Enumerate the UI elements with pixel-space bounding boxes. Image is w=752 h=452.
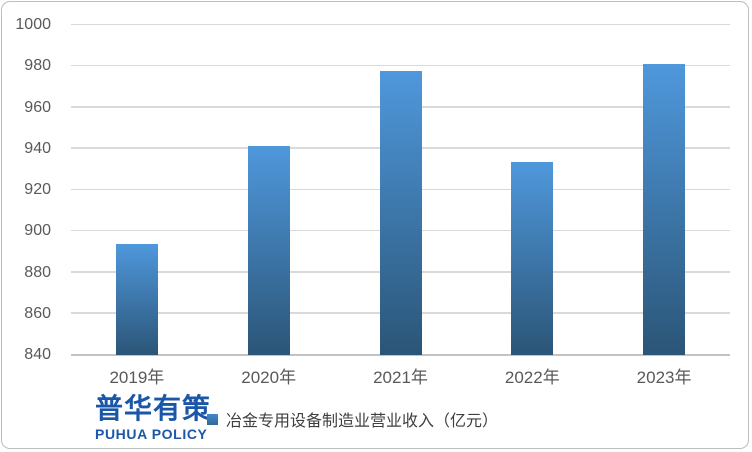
- y-tick-1000: 1000: [15, 16, 51, 33]
- logo-en-text: PUHUA POLICY: [95, 426, 208, 442]
- y-tick-880: 880: [24, 263, 51, 281]
- y-tick-920: 920: [24, 181, 51, 198]
- x-tick-2019年: 2019年: [109, 368, 165, 387]
- y-tick-900: 900: [24, 222, 51, 240]
- legend-label: 冶金专用设备制造业营业收入（亿元）: [226, 413, 499, 430]
- bar-2022年: [511, 161, 554, 355]
- x-tick-2020年: 2020年: [241, 368, 297, 387]
- legend-marker-icon: [207, 413, 218, 425]
- puhua-policy-logo: 普华有策 PUHUA POLICY: [95, 393, 212, 442]
- gridline-1000: [71, 23, 730, 25]
- x-tick-2021年: 2021年: [373, 368, 428, 387]
- y-tick-940: 940: [24, 139, 51, 157]
- y-tick-960: 960: [24, 98, 51, 116]
- bar-2019年: [115, 244, 158, 355]
- y-tick-840: 840: [24, 346, 51, 363]
- y-tick-980: 980: [24, 57, 51, 75]
- bar-2021年: [379, 70, 422, 355]
- gridline-980: [71, 64, 730, 67]
- x-tick-2022年: 2022年: [504, 368, 560, 387]
- logo-cn-text: 普华有策: [95, 393, 212, 424]
- legend: 冶金专用设备制造业营业收入（亿元）: [207, 406, 498, 432]
- x-tick-2023年: 2023年: [636, 368, 692, 387]
- x-axis: 2019年 2020年 2021年 2022年 2023年: [71, 363, 730, 387]
- y-axis: 840 860 880 900 920 940 960 980 1000: [2, 16, 51, 363]
- x-axis-line: [71, 354, 730, 356]
- bar-2020年: [247, 145, 290, 355]
- bar-2023年: [643, 63, 686, 355]
- plot-area: [71, 23, 730, 356]
- y-tick-860: 860: [24, 304, 51, 322]
